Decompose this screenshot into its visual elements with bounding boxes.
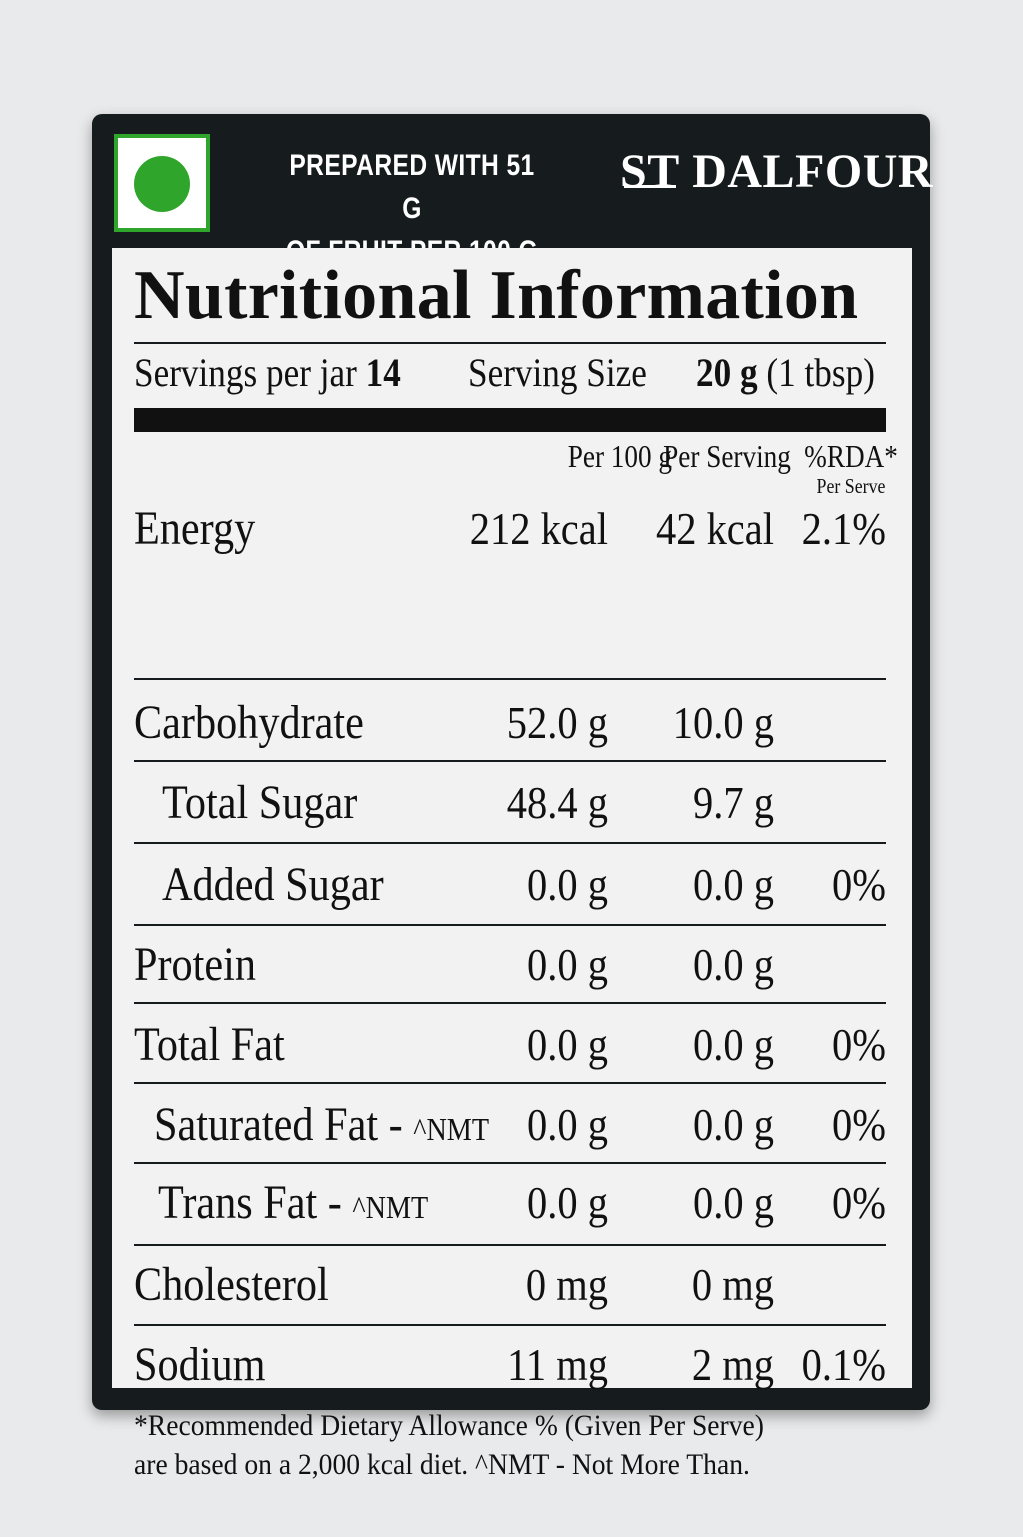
divider (134, 1324, 886, 1326)
divider (134, 1082, 886, 1084)
brand-st: ST (620, 145, 680, 198)
nutrition-panel: Nutritional Information Servings per jar… (112, 248, 912, 1481)
nutrition-label: PREPARED WITH 51 G OF FRUIT PER 100 G ST… (92, 114, 933, 1481)
nmt-marker: ^NMT (413, 1111, 490, 1147)
nutrient-row-cholesterol: Cholesterol 0 mg 0 mg (134, 1250, 886, 1330)
value-per100: 11 mg (507, 1339, 608, 1390)
footnote-line-2: are based on a 2,000 kcal diet. ^NMT - N… (134, 1448, 750, 1481)
value-per100: 0.0 g (527, 939, 608, 990)
value-per-serving: 0 mg (691, 1259, 774, 1310)
value-rda: 0% (832, 859, 886, 910)
divider (134, 342, 886, 344)
nutrient-name: Energy (134, 494, 255, 564)
nutrient-name: Sodium (134, 1330, 265, 1400)
column-header-per100: Per 100 g (567, 438, 672, 474)
column-header-rda: %RDA* (804, 438, 898, 474)
serving-size-unit: (1 tbsp) (766, 350, 875, 395)
value-per-serving: 9.7 g (693, 777, 774, 828)
nutrient-name: Added Sugar (162, 850, 384, 920)
value-per-serving: 0.0 g (693, 859, 774, 910)
nutrient-name-text: Cholesterol (134, 1258, 329, 1311)
value-rda: 0.1% (801, 1339, 886, 1390)
nutrient-name: Total Fat (134, 1010, 285, 1080)
nutrient-name-text: Protein (134, 938, 257, 991)
value-per100: 48.4 g (506, 777, 608, 828)
nutrient-name: Total Sugar (162, 768, 357, 838)
divider (134, 678, 886, 680)
value-per-serving: 10.0 g (672, 697, 774, 748)
thick-divider (134, 408, 886, 432)
column-subheader-rda: Per Serve (816, 474, 886, 498)
value-per100: 0.0 g (527, 859, 608, 910)
nutrient-name-text: Energy (134, 502, 256, 555)
brand-logo: ST DALFOUR (620, 144, 933, 200)
nutrient-name-text: Added Sugar (162, 858, 384, 911)
nutrient-row-total-sugar: Total Sugar 48.4 g 9.7 g (134, 768, 886, 848)
value-per100: 0.0 g (527, 1019, 608, 1070)
value-per100: 0.0 g (527, 1099, 608, 1150)
value-per100: 0.0 g (527, 1177, 608, 1228)
divider (134, 842, 886, 844)
column-header-per-serving: Per Serving (663, 438, 791, 474)
value-rda: 0% (832, 1099, 886, 1150)
vegetarian-mark-icon (114, 134, 210, 232)
value-per-serving: 0.0 g (693, 1099, 774, 1150)
serving-size: 20 g (1 tbsp) (696, 348, 875, 398)
nutrient-name-text: Sodium (134, 1338, 266, 1391)
divider (134, 1398, 886, 1400)
value-per-serving: 42 kcal (655, 503, 774, 554)
serving-size-value: 20 g (696, 350, 758, 395)
value-per100: 212 kcal (469, 503, 608, 554)
vegetarian-dot (134, 156, 190, 212)
divider (134, 1162, 886, 1164)
value-rda: 2.1% (801, 503, 886, 554)
value-per-serving: 0.0 g (693, 939, 774, 990)
nutrient-name: Carbohydrate (134, 688, 364, 758)
value-per-serving: 0.0 g (693, 1177, 774, 1228)
footnote: *Recommended Dietary Allowance % (Given … (134, 1406, 886, 1484)
divider (134, 1002, 886, 1004)
divider (134, 1244, 886, 1246)
value-rda: 0% (832, 1177, 886, 1228)
value-per-serving: 0.0 g (693, 1019, 774, 1070)
value-per100: 0 mg (525, 1259, 608, 1310)
divider (134, 760, 886, 762)
nutrient-row-total-fat: Total Fat 0.0 g 0.0 g 0% (134, 1010, 886, 1090)
nutrient-name: Protein (134, 930, 256, 1000)
footnote-line-1: *Recommended Dietary Allowance % (Given … (134, 1409, 764, 1442)
servings-per-jar: Servings per jar 14 (134, 348, 401, 398)
servings-value: 14 (365, 350, 401, 395)
fruit-note-line-1: PREPARED WITH 51 G (289, 149, 535, 225)
panel-title: Nutritional Information (134, 257, 859, 334)
value-per-serving: 2 mg (691, 1339, 774, 1390)
nmt-marker: ^NMT (352, 1189, 429, 1225)
nutrient-row-energy: Energy 212 kcal 42 kcal 2.1% (134, 494, 886, 574)
nutrient-row-sodium: Sodium 11 mg 2 mg 0.1% (134, 1330, 886, 1410)
nutrient-row-protein: Protein 0.0 g 0.0 g (134, 930, 886, 1010)
nutrient-name-text: Trans Fat - (158, 1176, 353, 1229)
nutrient-name: Cholesterol (134, 1250, 329, 1320)
servings-label: Servings per jar (134, 350, 357, 395)
divider (134, 924, 886, 926)
serving-size-label: Serving Size (468, 350, 647, 395)
nutrient-name-text: Carbohydrate (134, 696, 364, 749)
value-rda: 0% (832, 1019, 886, 1070)
nutrient-name: Trans Fat - ^NMT (158, 1168, 428, 1242)
value-per100: 52.0 g (506, 697, 608, 748)
nutrient-row-saturated-fat: Saturated Fat - ^NMT 0.0 g 0.0 g 0% (134, 1090, 886, 1170)
brand-name: DALFOUR (692, 145, 934, 198)
nutrient-row-carbohydrate: Carbohydrate 52.0 g 10.0 g (134, 688, 886, 768)
nutrient-name-text: Saturated Fat - (154, 1098, 414, 1151)
nutrient-name: Saturated Fat - ^NMT (154, 1090, 489, 1164)
nutrient-row-trans-fat: Trans Fat - ^NMT 0.0 g 0.0 g 0% (134, 1168, 886, 1248)
nutrient-name-text: Total Fat (134, 1018, 285, 1071)
nutrient-name-text: Total Sugar (162, 776, 358, 829)
nutrient-row-added-sugar: Added Sugar 0.0 g 0.0 g 0% (134, 850, 886, 930)
servings-line: Servings per jar 14 Serving Size 20 g (1… (134, 348, 886, 398)
